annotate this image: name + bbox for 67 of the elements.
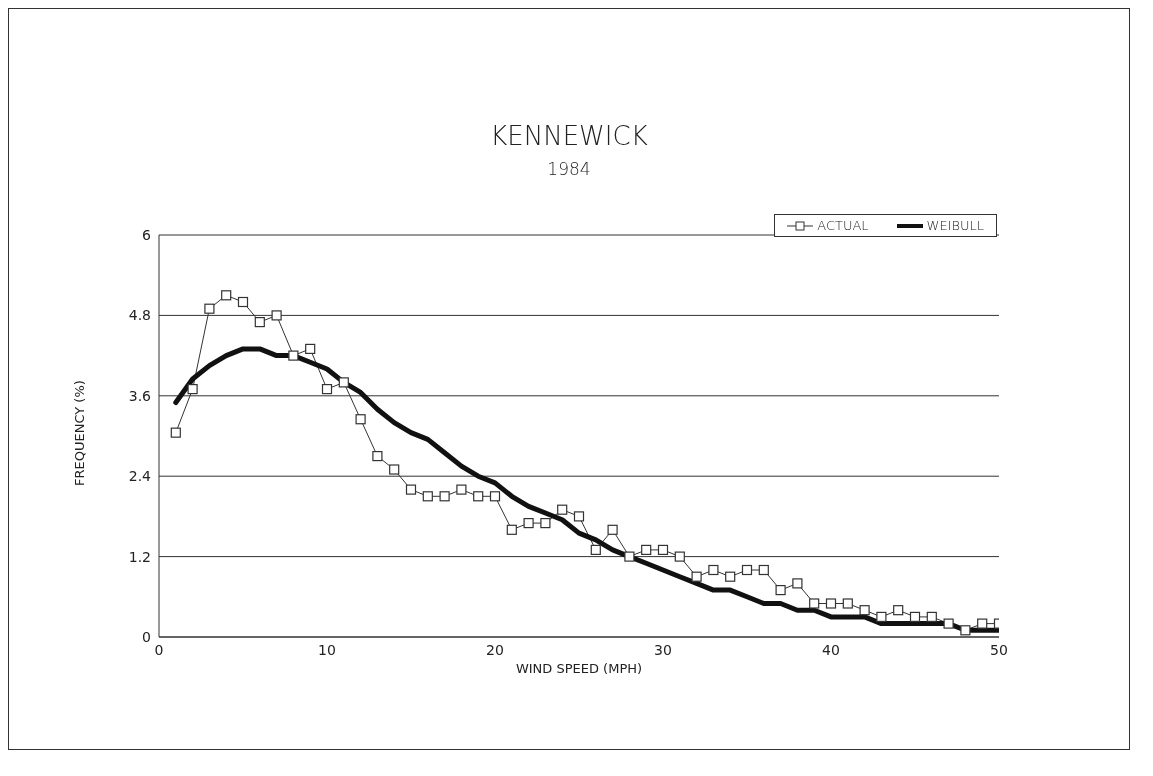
- point: [456, 484, 467, 495]
- x-tick-label: 40: [822, 641, 840, 658]
- point: [926, 611, 937, 622]
- point: [338, 377, 349, 388]
- point: [221, 290, 232, 301]
- point: [271, 310, 282, 321]
- point: [960, 625, 971, 636]
- point: [557, 504, 568, 515]
- point: [489, 491, 501, 502]
- point: [355, 414, 366, 425]
- point: [708, 564, 719, 576]
- point: [405, 484, 417, 495]
- point: [943, 618, 954, 629]
- point: [741, 564, 753, 576]
- point: [607, 524, 618, 535]
- point: [641, 544, 652, 555]
- point: [590, 544, 601, 555]
- point: [691, 571, 702, 582]
- point: [657, 544, 669, 555]
- chart-title: KENNEWICK: [489, 121, 649, 151]
- point: [473, 491, 484, 502]
- point: [422, 491, 433, 502]
- point: [254, 317, 265, 328]
- point: [775, 585, 786, 596]
- y-tick-label: 1.2: [128, 548, 151, 565]
- point: [506, 524, 517, 535]
- point: [372, 451, 383, 462]
- point: [809, 598, 820, 609]
- point: [204, 303, 215, 314]
- y-tick-label: 2.4: [128, 468, 152, 485]
- legend-label: ACTUAL: [816, 218, 869, 233]
- x-tick-label: 0: [154, 641, 164, 658]
- x-tick-label: 20: [486, 641, 504, 658]
- x-axis-title: WIND SPEED (MPH): [515, 661, 643, 676]
- point: [288, 350, 299, 361]
- x-tick-label: 10: [318, 641, 336, 658]
- chart-subtitle: 1984: [546, 159, 592, 179]
- point: [170, 427, 181, 438]
- point: [876, 611, 887, 622]
- point: [674, 551, 685, 562]
- point: [523, 518, 534, 529]
- y-axis-title: FREQUENCY (%): [71, 380, 87, 486]
- x-tick-label: 50: [990, 641, 1008, 658]
- point: [389, 464, 400, 475]
- point: [825, 598, 837, 609]
- legend-label: WEIBULL: [925, 218, 984, 233]
- point: [624, 551, 635, 562]
- point: [540, 518, 551, 529]
- point: [573, 511, 585, 522]
- y-tick-label: 0: [142, 628, 151, 645]
- point: [187, 384, 198, 395]
- y-tick-label: 6: [142, 226, 152, 243]
- point: [859, 605, 870, 616]
- y-tick-label: 4.8: [128, 307, 151, 324]
- point: [909, 611, 921, 622]
- point: [842, 598, 853, 609]
- point: [439, 491, 450, 502]
- point: [305, 343, 316, 354]
- point: [321, 384, 333, 395]
- point: [792, 578, 803, 589]
- x-tick-label: 30: [654, 641, 672, 658]
- point: [725, 571, 736, 582]
- point: [977, 618, 988, 629]
- point: [893, 605, 904, 616]
- y-tick-label: 3.6: [128, 387, 152, 404]
- point: [237, 296, 249, 308]
- point: [758, 564, 769, 576]
